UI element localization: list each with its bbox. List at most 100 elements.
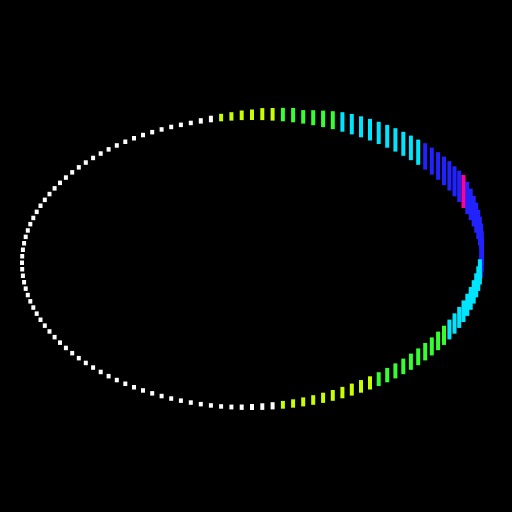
ring-bar [76, 355, 81, 361]
ring-bar [270, 108, 275, 121]
ring-bar [28, 221, 33, 227]
ring-bar [447, 319, 452, 340]
ring-bar [385, 367, 390, 383]
ring-bar [106, 373, 111, 379]
ring-bar [178, 398, 183, 403]
ring-bar [70, 170, 75, 175]
ring-bar [385, 124, 390, 148]
ring-bar [376, 121, 381, 144]
ring-bar [219, 404, 224, 409]
ring-bar [368, 376, 372, 390]
ring-bar [58, 340, 62, 345]
ring-bar [239, 110, 244, 121]
ring-bar [452, 166, 457, 197]
ring-bar [141, 132, 145, 138]
ring-bar [198, 401, 203, 407]
ring-bar [132, 136, 136, 141]
ring-bar [52, 334, 57, 340]
ring-bar [114, 143, 119, 148]
ring-bar [20, 267, 25, 272]
ring-bar [250, 109, 254, 120]
ring-bar [169, 124, 174, 130]
ring-bar [461, 175, 466, 208]
ring-bar [28, 299, 33, 304]
ring-bar [22, 280, 27, 285]
ring-bar [63, 175, 68, 180]
ring-bar [311, 110, 316, 126]
ring-bar [408, 353, 413, 370]
ring-bar [468, 188, 473, 221]
ring-bar [229, 404, 234, 410]
ring-bar [349, 383, 354, 396]
ring-bar [58, 180, 62, 186]
ring-bar [474, 202, 479, 233]
ring-bar [423, 143, 428, 170]
ring-bar [376, 372, 381, 386]
ring-bar [471, 195, 476, 227]
ring-bar [31, 215, 36, 221]
ring-bar [159, 127, 164, 132]
ring-bar [106, 147, 111, 152]
ring-bar [393, 128, 398, 152]
ring-bar [63, 345, 68, 351]
ring-bar [291, 107, 296, 123]
ring-bar [91, 365, 96, 370]
ring-bar [465, 293, 470, 316]
ring-bar [169, 396, 174, 401]
ring-bar [219, 113, 224, 122]
ring-bar [52, 186, 57, 191]
ring-bar [208, 115, 213, 123]
ring-bar [20, 247, 25, 252]
ring-bar [368, 118, 372, 141]
ring-bar [321, 110, 326, 128]
ring-bar [280, 107, 285, 122]
ring-bar [340, 112, 345, 132]
ring-bar [208, 403, 213, 408]
ring-bar [465, 181, 470, 215]
ring-bar [34, 209, 39, 215]
ring-bar [229, 112, 234, 121]
ring-bar [321, 392, 326, 403]
ring-bar [471, 280, 476, 304]
ring-bar [408, 135, 413, 161]
ring-bar [25, 292, 30, 298]
ring-bar [188, 120, 193, 126]
ring-bar [280, 400, 285, 409]
ring-bar [270, 402, 275, 410]
ring-bar [429, 337, 434, 356]
ring-bar [359, 380, 363, 393]
ring-bar [98, 369, 103, 375]
ring-bar [359, 116, 363, 138]
ring-bar [23, 234, 28, 240]
ring-bar [31, 305, 36, 310]
ring-bar [47, 191, 52, 197]
ring-bar [474, 273, 479, 298]
ring-bar [393, 363, 398, 379]
ring-bar [38, 203, 43, 208]
ring-bar [442, 156, 446, 186]
ring-bar [198, 118, 203, 124]
ring-bar [476, 266, 481, 291]
ring-bar [349, 114, 354, 135]
ring-bar [91, 155, 96, 161]
ring-bar [42, 323, 47, 328]
ring-bar [150, 391, 155, 396]
ring-bar [416, 139, 421, 165]
ring-bar [442, 325, 446, 345]
ring-bar [416, 348, 421, 366]
ring-bar [47, 329, 52, 334]
ring-bar [83, 360, 88, 366]
ring-bar [330, 390, 335, 401]
ring-bar [239, 404, 244, 410]
ring-bar [114, 377, 119, 383]
ring-bar [83, 160, 88, 165]
ring-bar [188, 400, 193, 405]
ring-bar [98, 151, 103, 156]
ring-bar [22, 241, 27, 246]
ring-bar [429, 147, 434, 175]
ring-bar [452, 313, 457, 334]
ring-bar [301, 110, 306, 124]
ring-bar [330, 111, 335, 130]
ring-bar [301, 397, 306, 407]
